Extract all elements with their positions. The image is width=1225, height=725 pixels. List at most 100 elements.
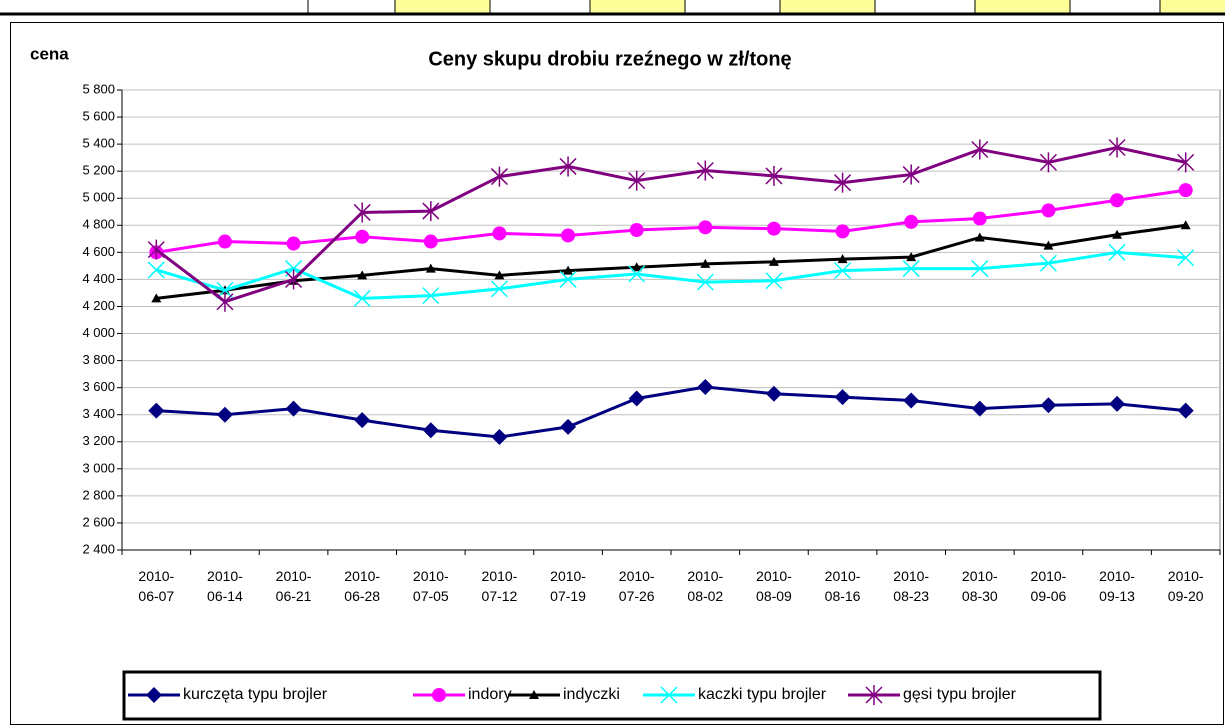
x-tick-label: 2010- 08-30 — [961, 568, 998, 604]
marker — [906, 252, 917, 262]
marker — [768, 256, 779, 266]
x-tick-label: 2010- 06-21 — [275, 568, 312, 604]
y-tick-label: 5 000 — [82, 190, 115, 205]
marker — [631, 262, 642, 272]
legend-marker — [865, 685, 883, 705]
y-tick-label: 2 800 — [82, 487, 115, 502]
legend-marker — [432, 688, 446, 702]
sheet-strip — [0, 0, 1225, 16]
marker — [286, 236, 301, 251]
x-tick-label: 2010- 07-05 — [412, 568, 449, 604]
marker — [904, 214, 919, 229]
legend-label: kaczki typu brojler — [698, 686, 827, 703]
series-line — [156, 385, 1186, 439]
marker — [559, 270, 577, 288]
y-tick-label: 3 200 — [82, 433, 115, 448]
marker — [628, 170, 646, 191]
marker — [216, 406, 233, 423]
series-line — [156, 188, 1186, 254]
marker — [765, 385, 782, 402]
marker — [834, 389, 851, 406]
marker — [355, 229, 370, 244]
marker — [766, 221, 781, 236]
series-line — [155, 250, 1186, 300]
marker — [834, 172, 852, 193]
x-tick-label: 2010- 07-19 — [550, 568, 586, 604]
y-tick-label: 4 800 — [82, 217, 115, 232]
marker — [285, 400, 302, 417]
y-tick-label: 3 000 — [82, 460, 115, 475]
marker — [1109, 395, 1126, 412]
marker — [490, 280, 508, 298]
x-tick-label: 2010- 08-16 — [824, 568, 861, 604]
marker — [491, 429, 508, 446]
marker — [494, 270, 505, 280]
x-tick-label: 2010- 09-06 — [1030, 568, 1067, 604]
y-tick-label: 3 400 — [82, 406, 115, 421]
marker — [837, 254, 848, 264]
marker — [492, 226, 507, 241]
marker — [422, 422, 439, 439]
x-tick-label: 2010- 08-23 — [893, 568, 930, 604]
marker — [353, 202, 371, 223]
marker — [357, 270, 368, 280]
marker — [1108, 137, 1126, 158]
y-tick-label: 4 000 — [82, 325, 115, 340]
y-tick-label: 3 600 — [82, 379, 115, 394]
marker — [1177, 402, 1194, 419]
marker — [1108, 243, 1126, 261]
x-tick-label: 2010- 08-09 — [756, 568, 792, 604]
marker — [563, 265, 574, 275]
marker — [628, 390, 645, 407]
legend-label: kurczęta typu brojler — [183, 686, 328, 703]
legend-label: indyczki — [563, 686, 620, 703]
marker — [148, 402, 165, 419]
marker — [974, 232, 985, 242]
marker — [561, 228, 576, 243]
series-line — [155, 145, 1187, 304]
y-tick-label: 2 400 — [82, 541, 115, 556]
x-tick-label: 2010- 06-07 — [138, 568, 175, 604]
legend-label: gęsi typu brojler — [903, 686, 1017, 703]
marker — [1041, 203, 1056, 218]
marker — [559, 156, 577, 177]
y-tick-label: 2 600 — [82, 514, 115, 529]
marker — [1043, 240, 1054, 250]
marker — [903, 392, 920, 409]
y-tick-label: 3 800 — [82, 352, 115, 367]
marker — [490, 166, 508, 187]
marker — [1180, 220, 1191, 230]
marker — [1112, 229, 1123, 239]
marker — [902, 164, 920, 185]
series-line — [156, 223, 1186, 300]
marker — [151, 293, 162, 303]
marker — [1178, 183, 1193, 198]
marker — [971, 260, 989, 278]
marker — [765, 165, 783, 186]
marker — [1110, 193, 1125, 208]
marker — [697, 378, 714, 395]
x-tick-label: 2010- 06-14 — [207, 568, 243, 604]
marker — [834, 262, 852, 280]
marker — [1040, 397, 1057, 414]
marker — [422, 287, 440, 305]
marker — [1177, 249, 1195, 267]
legend-label: indory — [468, 686, 512, 703]
y-tick-label: 5 600 — [82, 108, 115, 123]
marker — [696, 160, 714, 181]
marker — [902, 260, 920, 278]
legend-marker — [146, 687, 162, 703]
marker — [971, 139, 989, 160]
marker — [353, 289, 371, 307]
y-tick-label: 4 600 — [82, 244, 115, 259]
marker — [147, 261, 165, 279]
marker — [422, 201, 440, 222]
y-tick-label: 5 400 — [82, 136, 115, 151]
x-tick-label: 2010- 06-28 — [344, 568, 381, 604]
legend-marker — [660, 686, 678, 704]
marker — [972, 211, 987, 226]
marker — [971, 400, 988, 417]
x-tick-label: 2010- 09-20 — [1167, 568, 1204, 604]
